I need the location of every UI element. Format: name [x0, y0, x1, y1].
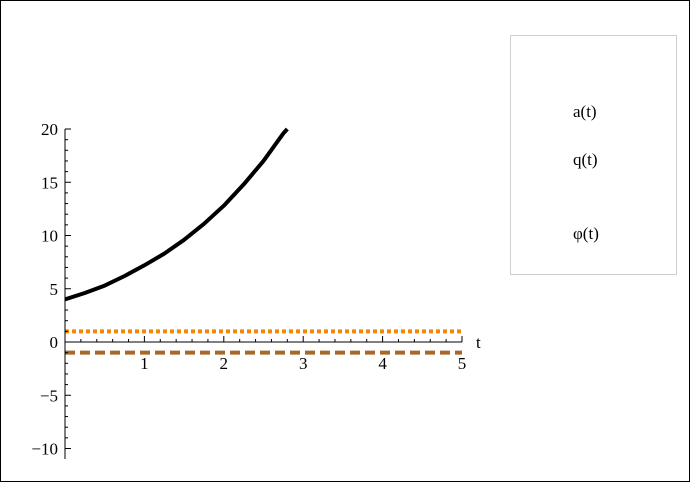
y-tick-label: 15	[41, 173, 58, 192]
x-tick-label: 1	[140, 354, 149, 373]
x-tick-label: 2	[220, 354, 229, 373]
x-axis-label: t	[476, 333, 481, 352]
legend-label-phi: φ(t)	[573, 224, 599, 243]
y-tick-label: 5	[50, 280, 59, 299]
legend-label-a: a(t)	[573, 102, 597, 121]
legend-item-q: q(t)	[511, 148, 676, 172]
legend-label-q: q(t)	[573, 150, 598, 169]
y-tick-label: 0	[50, 333, 59, 352]
axes-layer: t	[64, 129, 481, 459]
y-tick-label: 10	[41, 227, 58, 246]
series-line-a	[64, 127, 289, 302]
x-tick-label: 5	[458, 354, 467, 373]
y-tick-label: 20	[41, 120, 58, 139]
y-tick-label: −10	[31, 440, 58, 459]
legend-item-a: a(t)	[511, 100, 676, 124]
x-tick-label: 4	[378, 354, 387, 373]
x-tick-label: 3	[299, 354, 308, 373]
legend: a(t) q(t) φ(t)	[510, 35, 677, 275]
series-layer	[64, 127, 462, 355]
legend-item-phi: φ(t)	[511, 222, 676, 246]
y-tick-label: −5	[40, 386, 58, 405]
ticks-layer: 1 2 3 4 5 −10 −5 0 5 10 15 20	[31, 120, 466, 459]
